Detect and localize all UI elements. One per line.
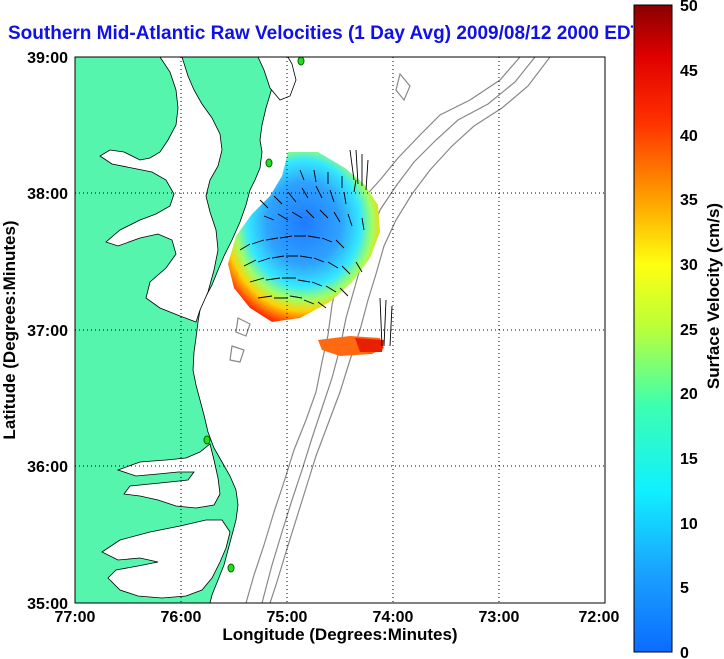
colorbar-tick-label: 15 (680, 451, 698, 468)
y-tick-label: 35:00 (27, 596, 68, 613)
x-tick-label: 74:00 (373, 609, 414, 626)
y-tick-label: 36:00 (27, 459, 68, 476)
x-tick-label: 73:00 (479, 609, 520, 626)
colorbar-tick-label: 10 (680, 516, 698, 533)
colorbar-tick-label: 35 (680, 192, 698, 209)
x-tick-label: 77:00 (55, 609, 96, 626)
radar-site (203, 435, 211, 445)
albemarle-sound (116, 443, 221, 509)
colorbar-tick-label: 40 (680, 128, 698, 145)
y-tick-label: 37:00 (27, 323, 68, 340)
radar-site (297, 57, 305, 66)
y-tick-label: 39:00 (27, 50, 68, 67)
x-tick-label: 75:00 (267, 609, 308, 626)
map-title: Southern Mid-Atlantic Raw Velocities (1 … (8, 23, 633, 44)
colorbar-tick-labels: 50 45 40 35 30 25 20 15 10 5 0 (680, 0, 698, 659)
colorbar-tick-label: 30 (680, 257, 698, 274)
x-axis-label: Longitude (Degrees:Minutes) (222, 625, 457, 644)
colorbar-tick-label: 0 (680, 645, 689, 659)
colorbar-tick-label: 5 (680, 580, 689, 597)
velocity-vectors (239, 149, 393, 347)
x-tick-label: 72:00 (579, 609, 620, 626)
plot-frame (74, 56, 606, 604)
colorbar-label: Surface Velocity (cm/s) (704, 203, 723, 389)
colorbar-tick-label: 50 (680, 0, 698, 15)
y-axis-label: Latitude (Degrees:Minutes) (0, 220, 19, 439)
colorbar-tick-label: 25 (680, 322, 698, 339)
radar-site (227, 563, 235, 573)
x-tick-labels: 77:00 76:00 75:00 74:00 73:00 72:00 (55, 609, 620, 626)
x-tick-label: 76:00 (161, 609, 202, 626)
radar-site (265, 158, 273, 168)
y-tick-label: 38:00 (27, 186, 68, 203)
y-tick-labels: 39:00 38:00 37:00 36:00 35:00 (27, 50, 68, 613)
chesapeake-bay (99, 57, 223, 323)
colorbar (633, 4, 673, 653)
radar-sites (203, 57, 305, 573)
grid-lines (75, 57, 605, 603)
colorbar-tick-label: 20 (680, 386, 698, 403)
velocity-field (228, 152, 380, 322)
pamlico-sound (101, 519, 231, 599)
colorbar-tick-label: 45 (680, 63, 698, 80)
